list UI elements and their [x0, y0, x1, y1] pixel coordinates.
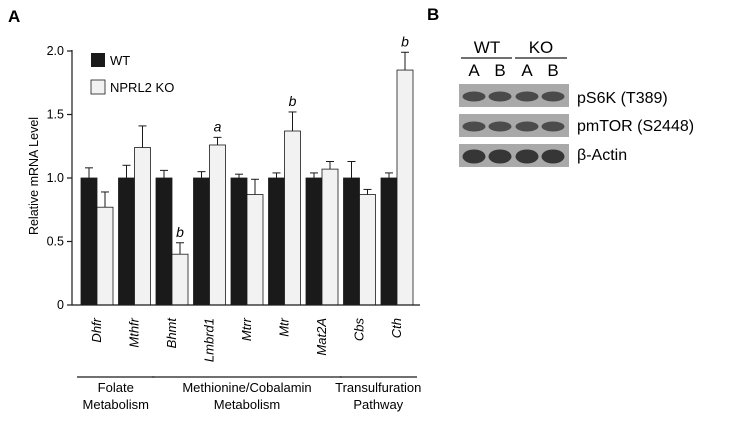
band-label-ps6k: pS6K (T389) [577, 90, 668, 107]
panel-label-a: A [8, 7, 20, 26]
bar-ko [134, 147, 151, 306]
bar-wt [305, 177, 323, 306]
bar-wt [193, 177, 210, 306]
blot-group-wt: WT [474, 38, 500, 57]
legend-swatch-wt [91, 53, 105, 67]
y-axis-ticks: 0 0.5 1.0 1.5 2.0 [47, 44, 72, 312]
significance-label: b [289, 93, 297, 109]
panel-label-b: B [427, 5, 439, 24]
legend-label-wt: WT [110, 53, 130, 68]
blot-band [488, 121, 512, 132]
bar-wt [230, 177, 248, 306]
bar-wt [268, 177, 285, 306]
significance-label: a [214, 118, 222, 134]
blot-band [488, 149, 512, 164]
significance-label: b [176, 224, 184, 240]
gene-label: Bhmt [164, 317, 179, 349]
blot-strip [459, 144, 569, 167]
y-tick-label: 0.5 [47, 235, 64, 249]
blot-strips [459, 84, 569, 167]
blot-strip [459, 114, 569, 137]
y-tick-label: 2.0 [47, 44, 64, 58]
gene-label: Mthfr [127, 317, 142, 347]
gene-label: Dhfr [89, 317, 104, 342]
bar-ko [396, 69, 414, 306]
legend-swatch-ko [90, 79, 106, 95]
bar-ko [321, 168, 339, 306]
group-label: Metabolism [83, 397, 149, 412]
bar-ko [96, 206, 114, 306]
gene-label: Mtr [277, 317, 292, 336]
blot-band [541, 121, 565, 132]
blot-band [515, 121, 539, 132]
bar-ko [359, 194, 376, 306]
y-axis-label: Relative mRNA Level [27, 117, 41, 235]
bar-wt [80, 177, 98, 306]
gene-label: Cth [389, 318, 404, 338]
blot-band [462, 91, 486, 102]
blot-lane-ko-b: B [547, 61, 558, 80]
western-blot: WT KO A B A B pS6K (T389) pmTOR (S2448) … [459, 38, 694, 167]
bar-wt [380, 177, 398, 306]
group-label: Metabolism [214, 397, 280, 412]
band-label-actin: β-Actin [577, 147, 627, 164]
blot-band [515, 149, 539, 164]
y-tick-label: 1.0 [47, 171, 64, 185]
gene-label: Mtrr [239, 317, 254, 341]
blot-lane-wt-b: B [494, 61, 505, 80]
legend-label-ko: NPRL2 KO [110, 80, 174, 95]
blot-band [541, 91, 565, 102]
group-label: Pathway [353, 397, 403, 412]
blot-lane-wt-a: A [468, 61, 480, 80]
bar-ko [284, 130, 301, 306]
bar-ko [246, 194, 264, 306]
y-tick-label: 0 [57, 298, 64, 312]
blot-group-ko: KO [529, 38, 554, 57]
group-label: Folate [98, 380, 134, 395]
significance-label: b [401, 33, 409, 49]
x-axis-gene-labels: Dhfr Mthfr Bhmt Lmbrd1 Mtrr Mtr Mat2A Cbs Cth [89, 317, 404, 362]
band-label-pmtor: pmTOR (S2448) [577, 118, 694, 135]
blot-band [462, 149, 486, 164]
blot-strip [459, 84, 569, 107]
bar-wt [118, 177, 135, 306]
legend: WT NPRL2 KO [90, 53, 174, 95]
blot-band [515, 91, 539, 102]
gene-label: Mat2A [314, 318, 329, 356]
blot-band [541, 149, 565, 164]
bar-wt [343, 177, 360, 306]
blot-lane-ko-a: A [521, 61, 533, 80]
blot-band [462, 121, 486, 132]
bars: b a b b [80, 33, 414, 306]
gene-label: Lmbrd1 [202, 318, 217, 362]
bar-ko [209, 144, 226, 306]
bar-ko [171, 253, 189, 306]
bar-chart: Relative mRNA Level 0 0.5 1.0 1.5 2.0 b a b b D… [27, 33, 421, 412]
blot-band [488, 91, 512, 102]
y-tick-label: 1.5 [47, 108, 64, 122]
bar-wt [155, 177, 173, 306]
pathway-groups: Folate Metabolism Methionine/Cobalamin Meta… [77, 376, 421, 412]
gene-label: Cbs [352, 318, 367, 342]
group-label: Methionine/Cobalamin [182, 380, 311, 395]
group-label: Transulfuration [335, 380, 421, 395]
